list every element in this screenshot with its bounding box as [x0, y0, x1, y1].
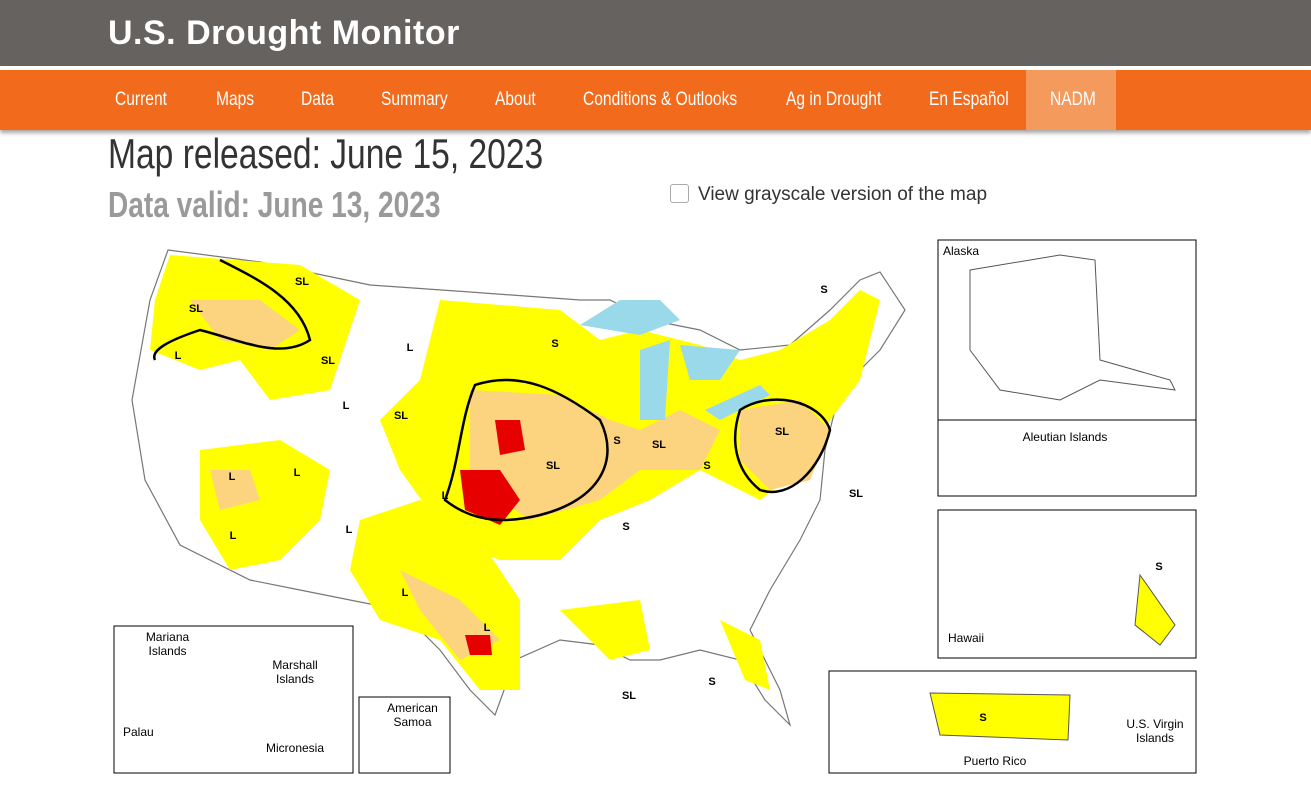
- impact-label: SL: [294, 276, 310, 288]
- site-title[interactable]: U.S. Drought Monitor: [108, 14, 460, 52]
- impact-label: SL: [188, 303, 204, 315]
- inset-label: Hawaii: [948, 631, 985, 645]
- d1-areas: [190, 300, 830, 660]
- impact-label: L: [342, 400, 350, 412]
- inset-label: Palau: [123, 725, 154, 739]
- inset-label: Puerto Rico: [963, 754, 1027, 768]
- nav-link[interactable]: Summary: [381, 89, 448, 110]
- valid-date: Data valid: June 13, 2023: [108, 184, 441, 225]
- impact-label: S: [703, 460, 711, 472]
- impact-label: SL: [393, 410, 409, 422]
- hawaii-shape: [1134, 573, 1176, 646]
- impact-label: SL: [320, 355, 336, 367]
- impact-label: L: [483, 622, 491, 634]
- impact-label: L: [293, 467, 301, 479]
- impact-lines: [153, 258, 832, 522]
- impact-label: SL: [651, 439, 667, 451]
- inset-label: Mariana Islands: [145, 630, 190, 658]
- impact-label: L: [228, 471, 236, 483]
- nav-link[interactable]: NADM: [1050, 89, 1096, 110]
- header-bar: [0, 0, 1311, 66]
- impact-label: SL: [848, 488, 864, 500]
- nav-link[interactable]: About: [495, 89, 536, 110]
- lakes: [580, 300, 770, 420]
- nav-link[interactable]: En Español: [929, 89, 1009, 110]
- impact-label: L: [441, 490, 449, 502]
- impact-label: SL: [774, 426, 790, 438]
- inset-label: Micronesia: [266, 741, 325, 755]
- d3-areas: [460, 420, 525, 655]
- drought-map: [113, 239, 1197, 774]
- alaska-shape: [969, 254, 1176, 401]
- impact-label: S: [1155, 561, 1163, 573]
- inset-label: Marshall Islands: [272, 658, 318, 686]
- nav-link[interactable]: Data: [301, 89, 334, 110]
- nav-active: [1026, 70, 1116, 130]
- impact-label: SL: [545, 460, 561, 472]
- impact-label: L: [406, 342, 414, 354]
- impact-label: SL: [621, 690, 637, 702]
- impact-label: S: [551, 338, 559, 350]
- impact-label: L: [401, 587, 409, 599]
- pr-shape: [929, 692, 1071, 741]
- impact-label: S: [979, 712, 987, 724]
- nav-link[interactable]: Ag in Drought: [786, 89, 882, 110]
- impact-label: S: [613, 435, 621, 447]
- release-date: Map released: June 15, 2023: [108, 130, 544, 177]
- impact-label: S: [820, 284, 828, 296]
- grayscale-label[interactable]: View grayscale version of the map: [698, 184, 988, 205]
- impact-label: L: [174, 350, 182, 362]
- inset-label: American Samoa: [387, 701, 438, 729]
- grayscale-checkbox[interactable]: [670, 184, 689, 203]
- impact-label: S: [622, 521, 630, 533]
- inset-label: Aleutian Islands: [1022, 430, 1108, 444]
- inset-label: Alaska: [943, 244, 980, 258]
- impact-label: S: [708, 676, 716, 688]
- nav-link[interactable]: Conditions & Outlooks: [583, 89, 738, 110]
- nav-link[interactable]: Current: [115, 89, 167, 110]
- inset-label: U.S. Virgin Islands: [1126, 717, 1184, 745]
- impact-label: L: [229, 530, 237, 542]
- impact-label: L: [345, 524, 353, 536]
- nav-link[interactable]: Maps: [216, 89, 255, 110]
